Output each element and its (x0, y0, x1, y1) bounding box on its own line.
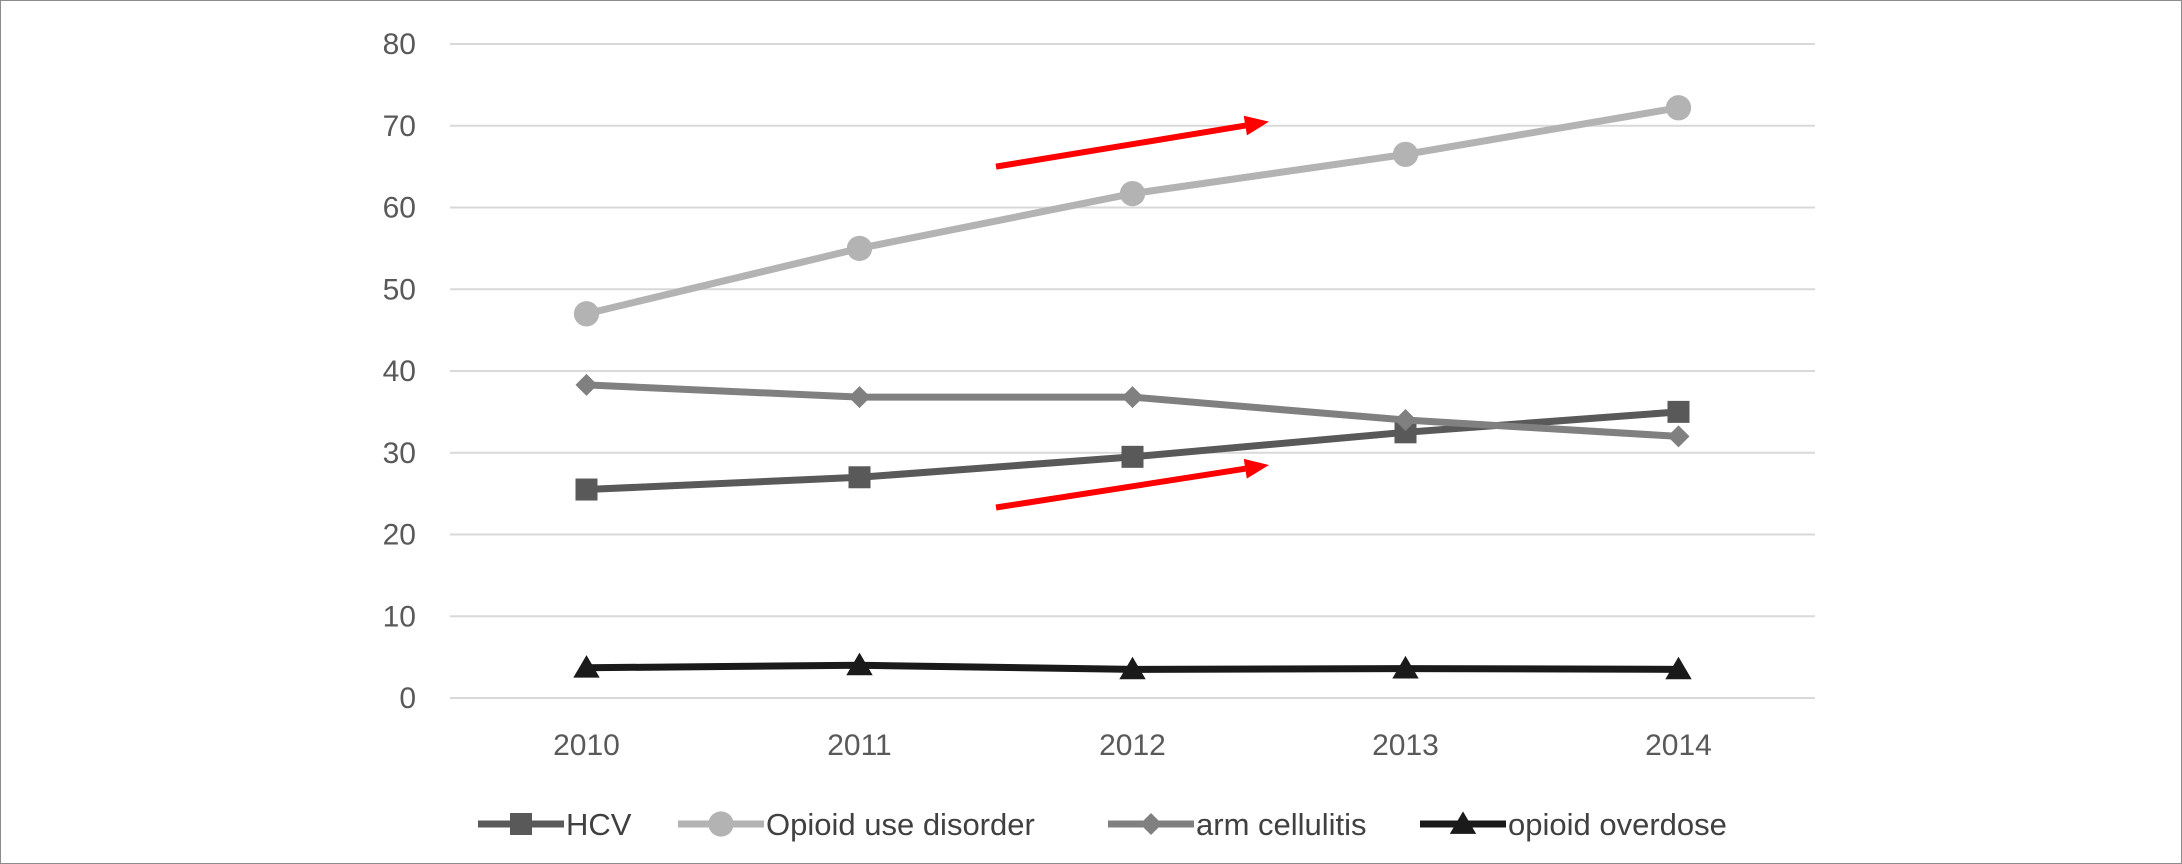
data-point (1665, 95, 1692, 121)
annotation-arrow (995, 115, 1269, 170)
x-tick-label: 2014 (1645, 729, 1712, 762)
legend: HCV Opioid use disorder arm cellulitis opio… (478, 807, 1727, 842)
gridlines (450, 43, 1815, 699)
legend-marker (1449, 811, 1477, 834)
arrow-head (1243, 458, 1269, 479)
arrow-shaft (995, 122, 1246, 170)
legend-label: HCV (566, 807, 632, 842)
data-point (1392, 141, 1419, 168)
y-tick-label: 30 (383, 437, 416, 470)
annotation-arrow (995, 458, 1269, 511)
legend-label: opioid overdose (1508, 807, 1727, 842)
y-tick-label: 10 (383, 600, 416, 633)
data-point (1665, 656, 1692, 680)
x-axis-ticks: 2010 2011 2012 2013 2014 (553, 729, 1712, 762)
data-point (846, 652, 873, 676)
x-tick-label: 2011 (827, 729, 892, 762)
data-point (1119, 656, 1146, 680)
data-point (573, 655, 600, 678)
y-axis-ticks: 0 10 20 30 40 50 60 70 80 (383, 28, 416, 715)
legend-marker (1140, 813, 1162, 835)
y-tick-label: 60 (383, 192, 416, 225)
series-opioid-overdose (573, 652, 1692, 680)
data-point (1667, 400, 1690, 423)
series-arm-cellulitis (575, 373, 1690, 448)
y-tick-label: 20 (383, 519, 416, 552)
data-point (575, 373, 598, 396)
data-point (1394, 409, 1417, 432)
arrow-head (1243, 115, 1269, 136)
data-point (846, 235, 873, 262)
data-point (1667, 425, 1690, 448)
x-tick-label: 2013 (1372, 729, 1439, 762)
data-point (1394, 421, 1417, 444)
data-point (1121, 386, 1144, 409)
legend-item: opioid overdose (1420, 807, 1727, 842)
legend-marker (708, 811, 734, 837)
legend-item: arm cellulitis (1108, 807, 1367, 842)
y-tick-label: 0 (399, 682, 416, 715)
legend-item: Opioid use disorder (678, 807, 1035, 842)
data-point (848, 386, 871, 409)
y-tick-label: 40 (383, 355, 416, 388)
y-tick-label: 80 (383, 28, 416, 61)
legend-label: arm cellulitis (1196, 807, 1367, 842)
data-point (1392, 655, 1419, 679)
arrow-shaft (995, 465, 1246, 511)
y-tick-label: 50 (383, 273, 416, 306)
data-point (1119, 180, 1146, 207)
series-opioid-use-disorder (573, 95, 1692, 327)
data-point (1121, 445, 1144, 468)
data-point (848, 466, 871, 489)
series-line (583, 104, 1682, 318)
legend-label: Opioid use disorder (766, 807, 1035, 842)
legend-item: HCV (478, 807, 632, 842)
x-tick-label: 2010 (553, 729, 620, 762)
x-tick-label: 2012 (1099, 729, 1166, 762)
data-point (573, 301, 600, 327)
y-tick-label: 70 (383, 110, 416, 143)
data-point (575, 478, 598, 501)
series-lines (573, 95, 1692, 680)
legend-marker (510, 813, 532, 835)
annotation-arrows (995, 115, 1269, 511)
